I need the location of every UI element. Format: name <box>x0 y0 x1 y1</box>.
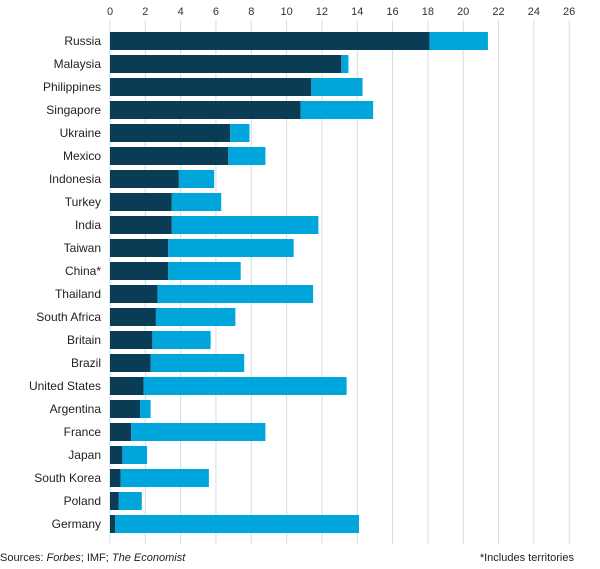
category-label-21: Germany <box>52 517 101 531</box>
x-tick-label-4: 4 <box>178 6 184 18</box>
category-label-9: Taiwan <box>64 241 101 255</box>
bar-light-17 <box>131 423 266 441</box>
x-tick-label-22: 22 <box>492 6 504 18</box>
bar-light-14 <box>150 354 245 372</box>
x-tick-label-2: 2 <box>142 6 148 18</box>
bar-light-5 <box>228 147 266 165</box>
bar-light-8 <box>171 216 319 234</box>
category-label-17: France <box>64 425 102 439</box>
footnote: *Includes territories <box>479 552 574 564</box>
category-label-20: Poland <box>64 494 101 508</box>
bar-light-4 <box>230 124 250 142</box>
sources-mid: ; IMF; <box>80 552 112 564</box>
bar-dark-15 <box>110 377 144 395</box>
bar-dark-2 <box>110 78 312 96</box>
x-tick-label-8: 8 <box>248 6 254 18</box>
bar-light-11 <box>157 285 314 303</box>
sources-prefix: Sources: <box>0 552 47 564</box>
bar-dark-6 <box>110 170 179 188</box>
bar-dark-12 <box>110 308 156 326</box>
category-label-12: South Africa <box>36 310 101 324</box>
chart: 0 2 4 6 8 10 12 14 16 18 20 22 24 26 RussiaMalaysiaPh… <box>29 6 575 544</box>
category-label-2: Philippines <box>43 80 101 94</box>
bar-dark-3 <box>110 101 301 119</box>
x-tick-label-14: 14 <box>351 6 363 18</box>
x-tick-label-26: 26 <box>563 6 575 18</box>
bar-dark-9 <box>110 239 169 257</box>
category-label-10: China* <box>65 264 101 278</box>
bar-light-1 <box>341 55 349 73</box>
bar-dark-1 <box>110 55 342 73</box>
category-label-4: Ukraine <box>60 126 102 140</box>
bar-light-20 <box>118 492 142 510</box>
bars <box>110 32 488 533</box>
x-tick-labels: 0 2 4 6 8 10 12 14 16 18 20 22 24 26 <box>107 6 575 18</box>
bar-dark-16 <box>110 400 141 418</box>
bar-light-16 <box>140 400 151 418</box>
category-label-16: Argentina <box>50 402 102 416</box>
bar-dark-20 <box>110 492 119 510</box>
category-label-1: Malaysia <box>54 57 102 71</box>
category-label-19: South Korea <box>34 471 101 485</box>
category-label-14: Brazil <box>71 356 101 370</box>
sources-economist: The Economist <box>111 552 186 564</box>
bar-light-3 <box>300 101 374 119</box>
bar-dark-19 <box>110 469 121 487</box>
bar-dark-14 <box>110 354 151 372</box>
bar-dark-17 <box>110 423 132 441</box>
x-tick-label-20: 20 <box>457 6 469 18</box>
bar-light-21 <box>115 515 360 533</box>
bar-dark-0 <box>110 32 430 50</box>
category-label-7: Turkey <box>65 195 101 209</box>
sources-note: Sources: Forbes; IMF; The Economist <box>0 552 185 564</box>
bar-dark-21 <box>110 515 116 533</box>
bar-light-18 <box>122 446 148 464</box>
bar-light-2 <box>311 78 363 96</box>
bar-light-10 <box>168 262 241 280</box>
bar-light-15 <box>143 377 347 395</box>
bar-light-13 <box>152 331 211 349</box>
category-label-13: Britain <box>67 333 101 347</box>
bar-light-12 <box>155 308 236 326</box>
x-tick-label-18: 18 <box>422 6 434 18</box>
x-tick-label-10: 10 <box>280 6 292 18</box>
category-label-11: Thailand <box>55 287 101 301</box>
bar-light-0 <box>429 32 488 50</box>
sources-forbes: Forbes <box>46 552 81 564</box>
x-tick-label-12: 12 <box>316 6 328 18</box>
category-label-5: Mexico <box>63 149 101 163</box>
category-label-8: India <box>75 218 101 232</box>
grid-lines <box>109 20 570 544</box>
bar-light-9 <box>168 239 294 257</box>
bar-dark-4 <box>110 124 231 142</box>
bar-dark-5 <box>110 147 229 165</box>
bar-dark-10 <box>110 262 169 280</box>
bar-light-19 <box>120 469 209 487</box>
bar-dark-8 <box>110 216 172 234</box>
x-tick-label-24: 24 <box>528 6 540 18</box>
category-labels: Russia Malaysia Philippines Singapore Ukrain… <box>29 34 101 531</box>
bar-dark-7 <box>110 193 172 211</box>
category-label-15: United States <box>29 379 101 393</box>
category-label-6: Indonesia <box>49 172 101 186</box>
category-label-18: Japan <box>68 448 101 462</box>
bar-dark-13 <box>110 331 153 349</box>
bar-dark-11 <box>110 285 158 303</box>
category-label-0: Russia <box>64 34 101 48</box>
bar-light-7 <box>171 193 222 211</box>
x-tick-label-16: 16 <box>386 6 398 18</box>
bar-dark-18 <box>110 446 123 464</box>
x-tick-label-0: 0 <box>107 6 113 18</box>
bar-light-6 <box>178 170 215 188</box>
x-tick-label-6: 6 <box>213 6 219 18</box>
category-label-3: Singapore <box>46 103 101 117</box>
